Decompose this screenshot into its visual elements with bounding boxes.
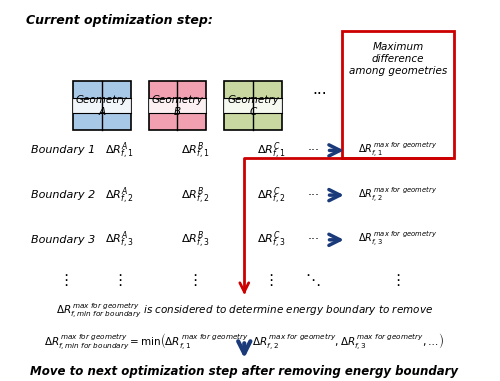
FancyBboxPatch shape: [73, 98, 130, 113]
Text: Boundary 3: Boundary 3: [30, 235, 95, 245]
Text: ⋮: ⋮: [58, 273, 74, 288]
Text: $\Delta R^{C}_{f,1}$: $\Delta R^{C}_{f,1}$: [257, 140, 285, 161]
Text: $\Delta R^{C}_{f,3}$: $\Delta R^{C}_{f,3}$: [257, 229, 285, 250]
Text: $\Delta R^{\,max\ for\ geometry}_{f,1}$: $\Delta R^{\,max\ for\ geometry}_{f,1}$: [358, 141, 438, 160]
FancyBboxPatch shape: [224, 82, 282, 130]
Text: $\Delta R^{B}_{f,1}$: $\Delta R^{B}_{f,1}$: [181, 140, 210, 161]
Text: $\Delta R^{A}_{f,3}$: $\Delta R^{A}_{f,3}$: [106, 229, 134, 250]
Text: $\Delta R^{B}_{f,3}$: $\Delta R^{B}_{f,3}$: [181, 229, 210, 250]
Text: ···: ···: [308, 233, 320, 247]
Text: $\Delta R^{A}_{f,2}$: $\Delta R^{A}_{f,2}$: [106, 185, 134, 206]
Text: Move to next optimization step after removing energy boundary: Move to next optimization step after rem…: [30, 365, 459, 378]
Text: Boundary 2: Boundary 2: [30, 190, 95, 200]
Text: $\Delta R^{B}_{f,2}$: $\Delta R^{B}_{f,2}$: [181, 185, 210, 206]
FancyBboxPatch shape: [73, 82, 130, 130]
Text: ⋮: ⋮: [188, 273, 203, 288]
Text: $\Delta R^{\,max\ for\ geometry}_{f,3}$: $\Delta R^{\,max\ for\ geometry}_{f,3}$: [358, 230, 438, 250]
Text: Geometry
B: Geometry B: [152, 95, 204, 117]
Text: ···: ···: [308, 144, 320, 157]
Text: Maximum
difference
among geometries: Maximum difference among geometries: [349, 42, 447, 75]
FancyBboxPatch shape: [148, 98, 206, 113]
Text: ···: ···: [312, 87, 328, 102]
Text: $\Delta R^{A}_{f,1}$: $\Delta R^{A}_{f,1}$: [106, 140, 134, 161]
Text: ⋮: ⋮: [264, 273, 278, 288]
Text: $\Delta R^{\,max\ for\ geometry}_{f,2}$: $\Delta R^{\,max\ for\ geometry}_{f,2}$: [358, 186, 438, 205]
Text: $\Delta R^{\,max\ for\ geometry}_{f,min\ for\ boundary}$ is considered to determ: $\Delta R^{\,max\ for\ geometry}_{f,min\…: [56, 301, 433, 320]
FancyBboxPatch shape: [342, 31, 454, 158]
Text: ⋱: ⋱: [306, 273, 321, 288]
FancyBboxPatch shape: [148, 82, 206, 130]
Text: ···: ···: [308, 189, 320, 202]
FancyBboxPatch shape: [224, 98, 282, 113]
Text: $\Delta R^{\,max\ for\ geometry}_{f,min\ for\ boundary} = \min\left(\Delta R^{\,: $\Delta R^{\,max\ for\ geometry}_{f,min\…: [44, 331, 444, 351]
Text: Geometry
A: Geometry A: [76, 95, 128, 117]
Text: $\Delta R^{C}_{f,2}$: $\Delta R^{C}_{f,2}$: [257, 185, 285, 206]
Text: Boundary 1: Boundary 1: [30, 146, 95, 155]
Text: Current optimization step:: Current optimization step:: [26, 14, 213, 27]
Text: ⋮: ⋮: [390, 273, 406, 288]
Text: ⋮: ⋮: [112, 273, 127, 288]
Text: Geometry
C: Geometry C: [228, 95, 279, 117]
